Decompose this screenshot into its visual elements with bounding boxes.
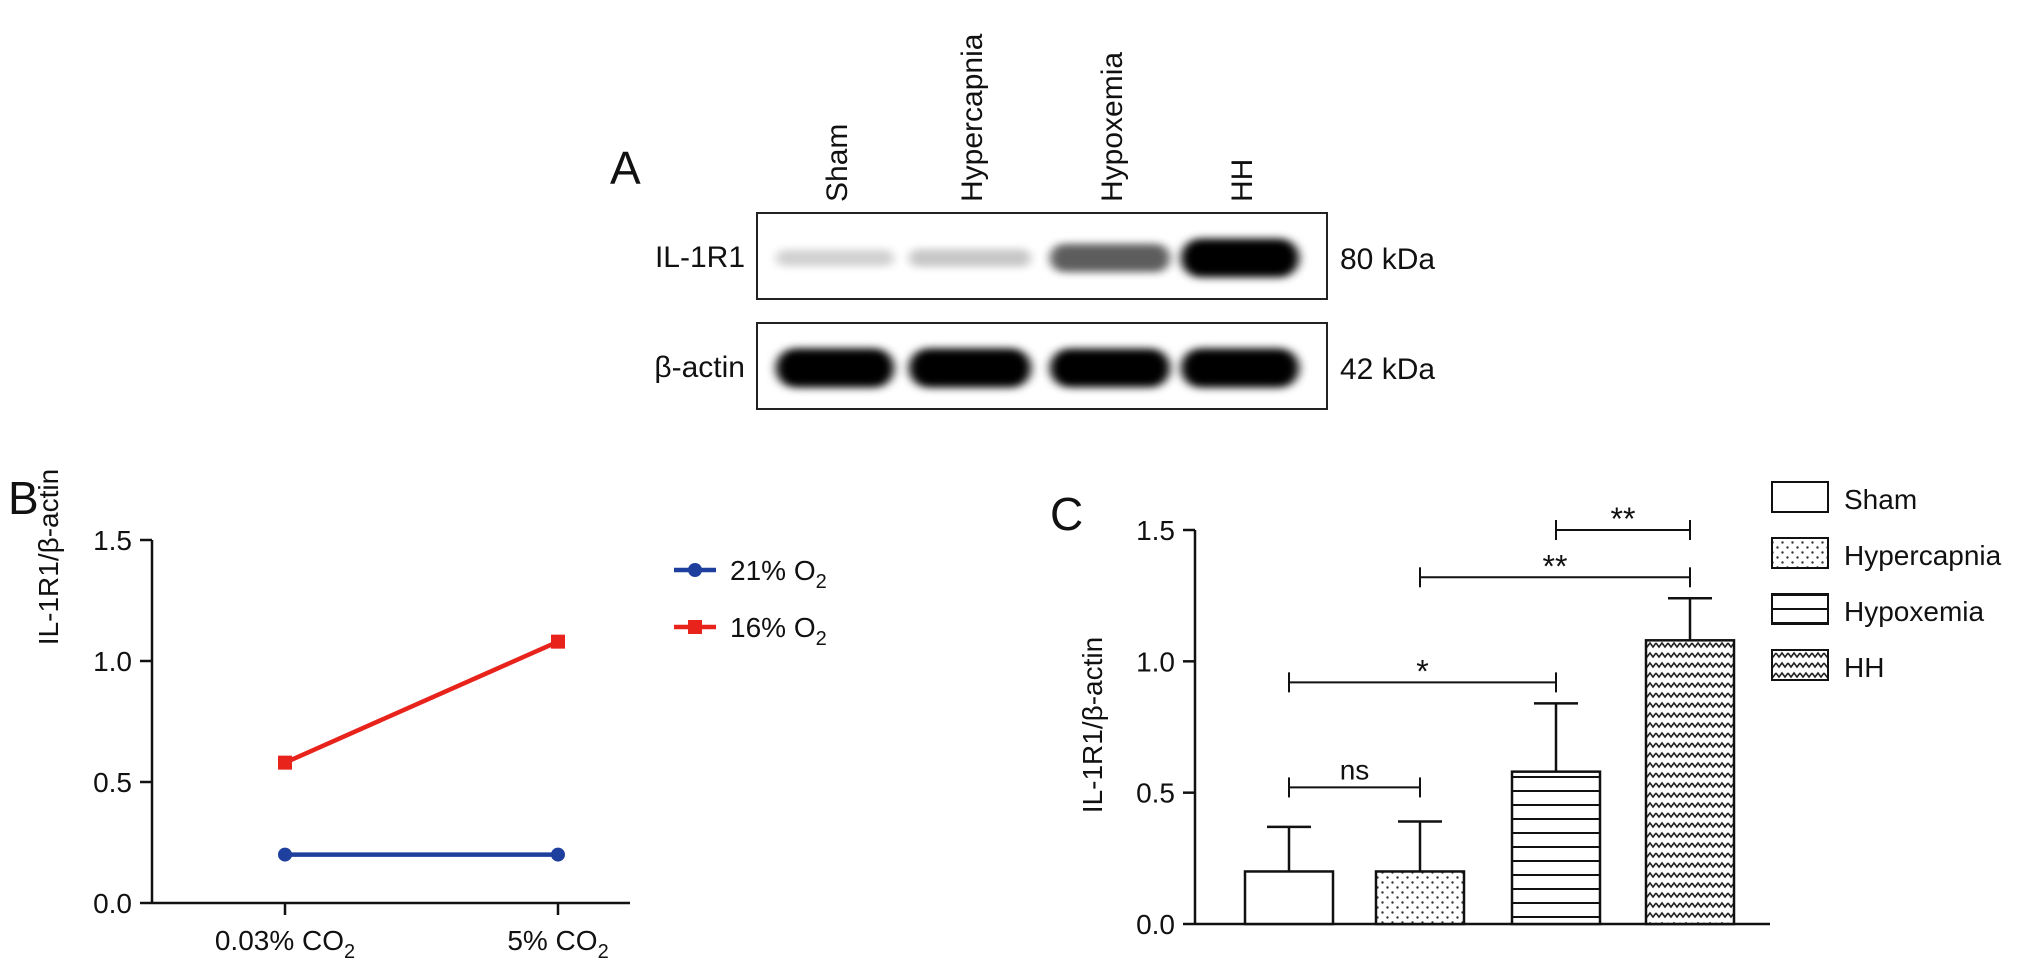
b-y-tick-label: 0.5 — [93, 767, 132, 798]
blot-kda-label: 42 kDa — [1340, 353, 1435, 386]
b-legend-marker — [688, 620, 702, 634]
c-legend-label: Sham — [1844, 484, 1917, 515]
c-y-tick-label: 0.0 — [1136, 909, 1175, 940]
bar-chart-c: IL-1R1/β-actin 0.00.51.01.5 ns***** Sham… — [1077, 481, 2002, 940]
blot-lane-labels: Sham Hypercapnia Hypoxemia HH — [821, 33, 1259, 202]
c-bar — [1374, 870, 1466, 926]
blot-row-label: β-actin — [654, 351, 745, 384]
c-legend-swatch — [1771, 537, 1829, 569]
blot-lane-label: Sham — [821, 124, 854, 202]
c-bars — [1243, 597, 1736, 926]
c-significance: ns***** — [1288, 501, 1691, 798]
b-series — [278, 634, 565, 862]
b-y-tick-label: 0.0 — [93, 888, 132, 919]
c-legend-label: HH — [1844, 652, 1884, 683]
blot-band — [909, 348, 1031, 388]
c-sig-label: ns — [1340, 754, 1370, 785]
b-point — [278, 755, 292, 770]
panel-letter-c: C — [1050, 488, 1083, 540]
panel-letter-b: B — [8, 472, 39, 524]
c-sig-label: * — [1416, 653, 1428, 689]
b-point — [278, 847, 292, 862]
blot-band — [776, 348, 894, 388]
line-chart-b: IL-1R1/β-actin 0.0 0.5 1.0 1.5 0.03% CO2 5% C… — [33, 469, 827, 963]
blot-row-label: IL-1R1 — [655, 241, 745, 274]
blot-kda-label: 80 kDa — [1340, 243, 1435, 276]
blot-band — [776, 249, 894, 267]
blot-band — [1050, 243, 1170, 273]
b-legend-marker — [688, 563, 702, 577]
c-legend: Sham Hypercapnia Hypoxemia HH — [1771, 481, 2002, 683]
c-y-tick-label: 1.5 — [1136, 515, 1175, 546]
blot-lane-label: Hypoxemia — [1096, 52, 1129, 202]
b-series-line — [284, 639, 559, 765]
c-legend-label: Hypoxemia — [1844, 596, 1984, 627]
western-blot: Sham Hypercapnia Hypoxemia HH IL-1R1 80 kDa β… — [654, 33, 1435, 410]
b-legend-label: 21% O2 — [730, 555, 827, 593]
c-y-tick-label: 0.5 — [1136, 778, 1175, 809]
blot-band — [909, 249, 1031, 267]
panel-letter-a: A — [610, 142, 641, 194]
b-x-tick-label: 0.03% CO2 — [215, 925, 355, 963]
blot-band — [1181, 348, 1299, 388]
blot-lane-label: HH — [1226, 159, 1259, 202]
blot-rows: IL-1R1 80 kDa β-actin 42 kDa — [654, 212, 1435, 410]
b-legend: 21% O2 16% O2 — [674, 555, 827, 650]
c-sig-label: ** — [1611, 501, 1636, 537]
c-legend-swatch — [1771, 481, 1829, 513]
b-x-tick-label: 5% CO2 — [507, 925, 608, 963]
c-legend-swatch — [1771, 593, 1829, 625]
c-bar — [1243, 870, 1335, 926]
c-legend-swatch — [1771, 649, 1829, 681]
b-y-tick-label: 1.5 — [93, 525, 132, 556]
b-y-tick-label: 1.0 — [93, 646, 132, 677]
b-y-axis-label: IL-1R1/β-actin — [33, 469, 64, 645]
c-sig-label: ** — [1543, 548, 1568, 584]
c-legend-label: Hypercapnia — [1844, 540, 2002, 571]
b-point — [551, 634, 565, 649]
b-point — [551, 847, 565, 862]
blot-band — [1050, 348, 1170, 388]
c-y-tick-label: 1.0 — [1136, 646, 1175, 677]
b-axes: 0.0 0.5 1.0 1.5 0.03% CO2 5% CO2 — [93, 525, 630, 963]
c-y-axis-label: IL-1R1/β-actin — [1077, 637, 1108, 813]
c-bar — [1510, 770, 1602, 926]
b-legend-label: 16% O2 — [730, 612, 827, 650]
blot-lane-label: Hypercapnia — [956, 33, 989, 202]
blot-band — [1181, 238, 1299, 278]
c-bar — [1644, 639, 1736, 926]
